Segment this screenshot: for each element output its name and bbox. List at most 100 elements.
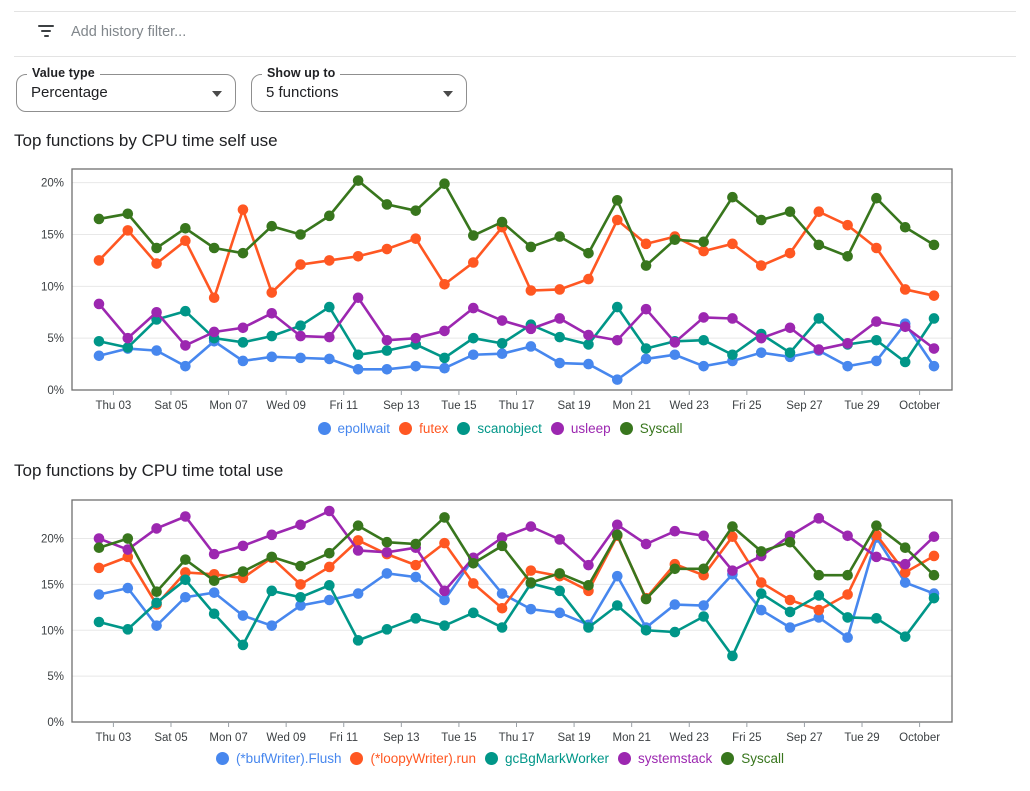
legend-dot-icon — [457, 422, 471, 435]
svg-text:20%: 20% — [41, 178, 64, 190]
svg-text:15%: 15% — [41, 230, 64, 242]
svg-text:Tue 15: Tue 15 — [441, 732, 476, 744]
series-scanobject — [93, 301, 940, 368]
svg-text:Mon 07: Mon 07 — [209, 400, 247, 412]
legend-label: scanobject — [477, 421, 542, 436]
legend-label: (*loopyWriter).run — [370, 751, 476, 766]
series-systemstack — [93, 505, 940, 597]
legend-item: futex — [399, 421, 448, 436]
legend-item: Syscall — [619, 421, 683, 436]
legend-label: epollwait — [337, 421, 391, 436]
chart-frame — [71, 499, 953, 723]
legend-dot-icon — [721, 752, 735, 765]
svg-text:Wed 09: Wed 09 — [266, 400, 305, 412]
legend-item: usleep — [550, 421, 611, 436]
svg-text:Thu 17: Thu 17 — [499, 400, 535, 412]
svg-text:5%: 5% — [47, 671, 64, 683]
series-epollwait — [93, 318, 940, 385]
value-type-value: Percentage — [31, 84, 108, 101]
legend-label: (*bufWriter).Flush — [235, 751, 342, 766]
cpu-self-chart-legend: epollwait futex scanobject usleep Syscall — [30, 421, 970, 436]
legend-dot-icon — [317, 422, 331, 435]
legend-item: (*loopyWriter).run — [350, 751, 476, 766]
svg-text:Mon 07: Mon 07 — [209, 732, 247, 744]
legend-label: gcBgMarkWorker — [505, 751, 610, 766]
legend-dot-icon — [215, 752, 229, 765]
svg-text:Fri 11: Fri 11 — [329, 400, 358, 412]
legend-dot-icon — [550, 422, 564, 435]
svg-text:Fri 11: Fri 11 — [329, 732, 358, 744]
top-divider — [14, 11, 1016, 12]
legend-dot-icon — [619, 422, 633, 435]
show-up-to-value: 5 functions — [266, 84, 339, 101]
legend-label: Syscall — [639, 421, 683, 436]
svg-text:15%: 15% — [41, 579, 64, 591]
svg-text:Wed 23: Wed 23 — [670, 732, 709, 744]
dropdown-caret-icon — [212, 91, 222, 97]
legend-dot-icon — [485, 752, 498, 765]
svg-text:Fri 25: Fri 25 — [732, 732, 761, 744]
y-axis-labels: 0% 5% 10% 15% 20% — [41, 534, 64, 729]
svg-text:Sat 19: Sat 19 — [557, 732, 590, 744]
cpu-total-chart-legend: (*bufWriter).Flush (*loopyWriter).run gcBg… — [30, 751, 970, 766]
svg-text:Wed 09: Wed 09 — [266, 732, 305, 744]
gridlines — [72, 538, 952, 677]
legend-dot-icon — [399, 422, 413, 435]
svg-text:0%: 0% — [47, 385, 64, 397]
value-type-select[interactable]: Value type Percentage — [16, 66, 236, 112]
legend-label: systemstack — [638, 751, 713, 766]
legend-item: gcBgMarkWorker — [485, 751, 609, 766]
y-axis-labels: 0% 5% 10% 15% 20% — [41, 178, 64, 397]
filter-divider — [14, 56, 1016, 57]
legend-dot-icon — [350, 752, 364, 765]
show-up-to-select[interactable]: Show up to 5 functions — [251, 66, 467, 112]
svg-text:Sep 13: Sep 13 — [383, 400, 419, 412]
svg-text:20%: 20% — [41, 534, 64, 546]
svg-text:Mon 21: Mon 21 — [612, 400, 650, 412]
svg-text:0%: 0% — [47, 717, 64, 729]
svg-text:Sat 19: Sat 19 — [557, 400, 590, 412]
show-up-to-label: Show up to — [262, 66, 341, 80]
legend-item: systemstack — [618, 751, 712, 766]
legend-item: scanobject — [457, 421, 542, 436]
cpu-self-chart-title: Top functions by CPU time self use — [14, 131, 278, 150]
svg-text:Tue 15: Tue 15 — [441, 400, 476, 412]
svg-text:Thu 03: Thu 03 — [95, 400, 131, 412]
series-usleep — [93, 292, 940, 355]
svg-text:Sep 27: Sep 27 — [786, 400, 822, 412]
svg-text:10%: 10% — [41, 281, 64, 293]
series-futex — [93, 204, 940, 304]
svg-text:Wed 23: Wed 23 — [670, 400, 709, 412]
legend-item: Syscall — [721, 751, 784, 766]
series-Syscall — [93, 512, 940, 605]
history-filter-input[interactable] — [71, 21, 711, 43]
dropdown-caret-icon — [443, 91, 453, 97]
svg-text:10%: 10% — [41, 625, 64, 637]
svg-text:Thu 17: Thu 17 — [499, 732, 535, 744]
x-axis-labels: Thu 03 Sat 05 Mon 07 Wed 09 Fri 11 Sep 13 Tue … — [95, 722, 940, 744]
cpu-self-chart[interactable]: 0% 5% 10% 15% 20% Thu 03 Sat 05 Mon 07 Wed 09 Fri… — [30, 165, 970, 415]
svg-text:Sat 05: Sat 05 — [154, 732, 187, 744]
series-Syscall — [93, 175, 940, 271]
series-gcBgMarkWorker — [93, 574, 940, 662]
svg-text:Mon 21: Mon 21 — [612, 732, 650, 744]
legend-label: futex — [419, 421, 449, 436]
legend-label: Syscall — [741, 751, 785, 766]
svg-text:5%: 5% — [47, 333, 64, 345]
value-type-label: Value type — [27, 66, 100, 80]
svg-text:October: October — [899, 732, 940, 744]
svg-text:Sep 27: Sep 27 — [786, 732, 822, 744]
legend-label: usleep — [570, 421, 611, 436]
svg-text:Tue 29: Tue 29 — [844, 732, 879, 744]
svg-text:Thu 03: Thu 03 — [95, 732, 131, 744]
cpu-total-chart[interactable]: 0% 5% 10% 15% 20% Thu 03 Sat 05 Mon 07 Wed 09 Fri… — [30, 496, 970, 746]
legend-dot-icon — [618, 752, 632, 765]
legend-item: (*bufWriter).Flush — [215, 751, 342, 766]
chart-frame — [71, 168, 953, 391]
legend-item: epollwait — [317, 421, 391, 436]
svg-text:Tue 29: Tue 29 — [844, 400, 879, 412]
x-axis-labels: Thu 03 Sat 05 Mon 07 Wed 09 Fri 11 Sep 13 Tue … — [95, 390, 940, 412]
filter-list-icon — [38, 25, 54, 37]
svg-text:October: October — [899, 400, 940, 412]
